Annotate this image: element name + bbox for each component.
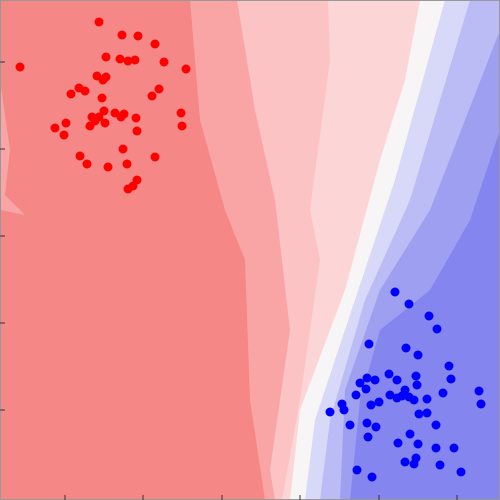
point xyxy=(345,420,355,430)
point xyxy=(66,89,76,99)
point xyxy=(116,112,126,122)
point xyxy=(456,467,466,477)
point xyxy=(371,422,381,432)
region xyxy=(0,80,25,215)
point xyxy=(118,144,128,154)
point xyxy=(449,443,459,453)
point xyxy=(177,121,187,131)
point xyxy=(431,420,441,430)
point xyxy=(61,118,71,128)
point xyxy=(75,151,85,161)
point xyxy=(181,64,191,74)
point xyxy=(123,56,133,66)
point xyxy=(123,184,133,194)
point xyxy=(390,287,400,297)
point xyxy=(50,123,60,133)
point xyxy=(435,460,445,470)
point xyxy=(364,339,374,349)
point xyxy=(413,439,423,449)
point xyxy=(405,429,415,439)
point xyxy=(374,397,384,407)
point xyxy=(130,55,140,65)
point xyxy=(154,84,164,94)
point xyxy=(101,72,111,82)
point xyxy=(362,418,372,428)
point xyxy=(100,118,110,128)
point xyxy=(339,405,349,415)
point xyxy=(412,380,422,390)
point xyxy=(103,162,113,172)
point xyxy=(400,457,410,467)
point xyxy=(397,391,407,401)
point xyxy=(351,390,361,400)
point xyxy=(422,394,432,404)
point xyxy=(150,39,160,49)
point xyxy=(59,130,69,140)
point xyxy=(117,30,127,40)
point xyxy=(131,113,141,123)
point xyxy=(424,311,434,321)
point xyxy=(431,443,441,453)
point xyxy=(15,62,25,72)
point xyxy=(384,369,394,379)
point xyxy=(101,52,111,62)
point xyxy=(404,299,414,309)
point xyxy=(393,438,403,448)
point xyxy=(385,390,395,400)
point xyxy=(176,108,186,118)
point xyxy=(413,350,423,360)
point xyxy=(99,106,109,116)
point xyxy=(325,407,335,417)
point xyxy=(363,432,373,442)
point xyxy=(122,159,132,169)
point xyxy=(444,361,454,371)
point xyxy=(409,395,419,405)
point xyxy=(476,399,486,409)
point xyxy=(446,374,456,384)
point xyxy=(82,159,92,169)
point xyxy=(361,384,371,394)
point xyxy=(352,465,362,475)
point xyxy=(94,17,104,27)
point xyxy=(438,388,448,398)
point xyxy=(414,409,424,419)
point xyxy=(85,121,95,131)
point xyxy=(159,57,169,67)
point xyxy=(366,400,376,410)
point xyxy=(422,408,432,418)
point xyxy=(474,386,484,396)
point xyxy=(362,373,372,383)
point xyxy=(80,86,90,96)
point xyxy=(411,371,421,381)
point xyxy=(132,126,142,136)
point xyxy=(150,152,160,162)
point xyxy=(355,378,365,388)
point xyxy=(392,375,402,385)
point xyxy=(147,91,157,101)
point xyxy=(401,343,411,353)
point xyxy=(370,375,380,385)
point xyxy=(133,31,143,41)
point xyxy=(115,54,125,64)
point xyxy=(432,324,442,334)
point xyxy=(409,459,419,469)
point xyxy=(97,93,107,103)
point xyxy=(367,472,377,482)
